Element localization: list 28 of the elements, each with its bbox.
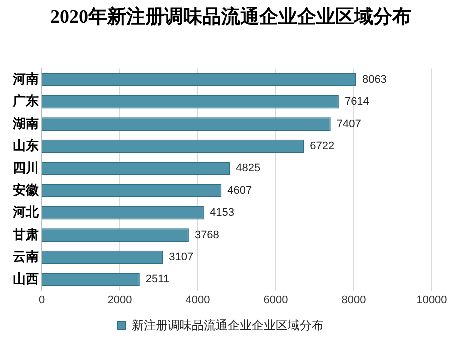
data-label: 3768 — [194, 229, 220, 242]
x-tick-label: 4000 — [186, 294, 210, 306]
legend-label: 新注册调味品流通企业企业区域分布 — [132, 318, 324, 332]
chart-title: 2020年新注册调味品流通企业企业区域分布 — [50, 6, 412, 30]
data-label: 7407 — [336, 118, 362, 130]
y-tick-label: 湖南 — [12, 116, 39, 131]
x-tick-label: 10000 — [416, 294, 448, 306]
x-tick-label: 6000 — [264, 294, 288, 306]
data-label: 4153 — [210, 207, 234, 220]
y-tick-label: 甘肃 — [12, 226, 39, 242]
y-tick-label: 云南 — [13, 249, 39, 264]
y-tick-label: 四川 — [13, 160, 39, 176]
x-tick-label: 2000 — [108, 294, 132, 306]
y-tick-label: 河南 — [12, 71, 39, 86]
y-tick-label: 山西 — [13, 271, 39, 286]
data-label: 3107 — [169, 252, 194, 264]
y-tick-label: 广东 — [12, 94, 39, 109]
data-label: 2511 — [146, 274, 170, 286]
data-label: 4825 — [236, 162, 261, 175]
data-label: 6722 — [310, 140, 335, 153]
x-tick-label: 8000 — [342, 294, 366, 306]
y-tick-label: 河北 — [12, 204, 40, 220]
x-tick-label: 0 — [38, 294, 46, 306]
data-label: 4607 — [228, 184, 252, 197]
data-label: 8063 — [362, 74, 387, 86]
y-tick-label: 山东 — [13, 138, 39, 154]
y-tick-label: 安徽 — [13, 182, 40, 198]
data-label: 7614 — [344, 96, 370, 108]
